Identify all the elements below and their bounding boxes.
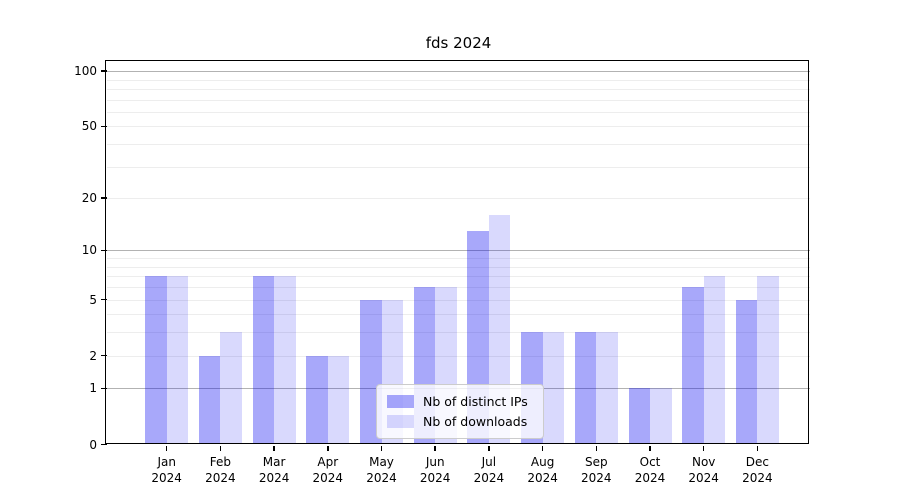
bar-aug-downloads	[542, 332, 565, 445]
y-tick-label: 2	[89, 348, 97, 363]
x-tick-label-aug: Aug 2024	[527, 454, 558, 485]
x-tick-label-may: May 2024	[366, 454, 397, 485]
x-tick-mark	[541, 446, 544, 451]
legend-label-distinct-ips: Nb of distinct IPs	[423, 393, 528, 409]
minor-gridline	[107, 266, 810, 268]
minor-gridline	[107, 332, 810, 334]
x-tick-mark	[702, 446, 705, 451]
legend-row: Nb of distinct IPs	[387, 391, 533, 411]
bar-oct-distinct-ips	[628, 388, 650, 445]
minor-gridline	[107, 88, 810, 90]
legend-row: Nb of downloads	[387, 411, 533, 431]
chart-title: fds 2024	[425, 34, 492, 52]
x-tick-label-dec: Dec 2024	[742, 454, 773, 485]
bar-jan-distinct-ips	[145, 276, 167, 445]
x-tick-label-oct: Oct 2024	[634, 454, 666, 485]
y-tick-mark	[101, 70, 107, 72]
x-tick-mark	[756, 446, 759, 451]
minor-gridline	[107, 314, 810, 316]
bar-feb-downloads	[220, 332, 242, 445]
major-gridline	[107, 250, 810, 252]
minor-gridline	[107, 287, 810, 289]
minor-gridline	[107, 299, 810, 301]
y-tick-mark	[101, 197, 107, 199]
y-tick-mark	[101, 125, 107, 128]
legend-label-downloads: Nb of downloads	[423, 413, 528, 429]
bar-mar-downloads	[274, 276, 296, 445]
bar-oct-downloads	[650, 388, 672, 445]
x-tick-mark	[380, 446, 383, 451]
bar-apr-downloads	[327, 355, 350, 445]
x-tick-mark	[595, 446, 598, 451]
y-tick-label: 1	[89, 381, 97, 396]
bar-nov-downloads	[703, 276, 726, 445]
x-tick-label-jul: Jul 2024	[473, 454, 505, 485]
minor-gridline	[107, 111, 810, 113]
legend-swatch-distinct-ips	[387, 394, 414, 408]
x-tick-mark	[488, 446, 490, 451]
bar-nov-distinct-ips	[682, 287, 704, 445]
x-tick-mark	[165, 446, 168, 451]
bar-feb-distinct-ips	[198, 355, 221, 445]
bar-mar-distinct-ips	[252, 276, 275, 445]
minor-gridline	[107, 126, 810, 128]
y-tick-mark	[101, 354, 107, 357]
bar-dec-distinct-ips	[735, 299, 758, 445]
x-tick-label-apr: Apr 2024	[312, 454, 344, 485]
x-tick-label-jan: Jan 2024	[151, 454, 182, 485]
minor-gridline	[107, 144, 810, 146]
y-tick-mark	[101, 298, 107, 301]
minor-gridline	[107, 198, 810, 200]
x-tick-mark	[273, 446, 275, 451]
legend: Nb of distinct IPs Nb of downloads	[376, 384, 544, 439]
minor-gridline	[107, 99, 810, 101]
bar-apr-distinct-ips	[306, 355, 328, 445]
x-tick-mark	[649, 446, 651, 451]
major-gridline	[107, 71, 810, 73]
y-tick-mark	[101, 249, 107, 252]
x-tick-label-jun: Jun 2024	[419, 454, 451, 485]
y-tick-mark	[101, 387, 107, 390]
minor-gridline	[107, 276, 810, 278]
bar-sep-distinct-ips	[574, 332, 597, 445]
y-tick-label: 100	[74, 64, 97, 79]
minor-gridline	[107, 355, 810, 357]
legend-swatch-downloads	[387, 414, 414, 428]
y-tick-label: 0	[89, 437, 97, 452]
y-tick-label: 20	[81, 191, 97, 206]
x-tick-label-sep: Sep 2024	[581, 454, 612, 485]
bar-dec-downloads	[757, 276, 779, 445]
x-tick-label-mar: Mar 2024	[258, 454, 290, 485]
minor-gridline	[107, 258, 810, 260]
minor-gridline	[107, 79, 810, 81]
bar-jan-downloads	[166, 276, 189, 445]
x-tick-label-feb: Feb 2024	[205, 454, 236, 485]
minor-gridline	[107, 166, 810, 168]
plot-area: Nb of distinct IPs Nb of downloads	[107, 62, 810, 445]
y-tick-mark	[101, 443, 107, 446]
bar-sep-downloads	[596, 332, 618, 445]
x-tick-label-nov: Nov 2024	[688, 454, 719, 485]
y-tick-label: 5	[89, 292, 97, 307]
x-tick-mark	[327, 446, 329, 451]
y-tick-label: 50	[81, 119, 97, 134]
x-tick-mark	[434, 446, 436, 451]
y-tick-label: 10	[81, 243, 97, 258]
x-tick-mark	[219, 446, 222, 451]
